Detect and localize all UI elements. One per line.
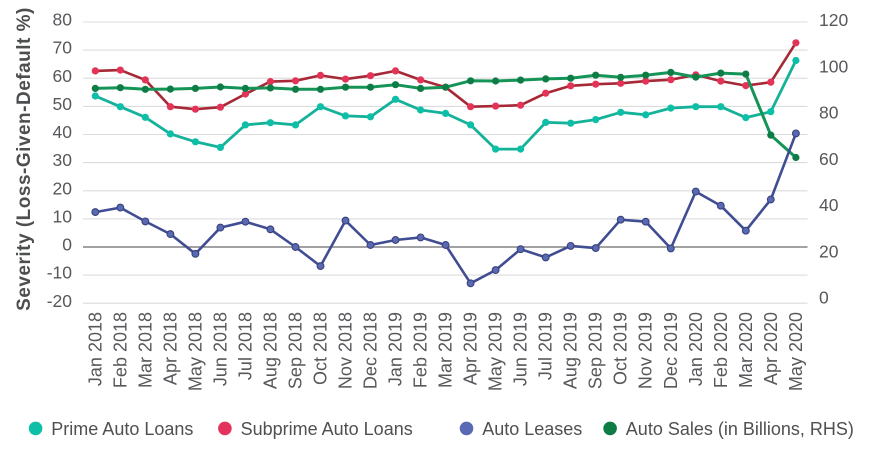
svg-text:Prime Auto Loans: Prime Auto Loans bbox=[51, 419, 193, 439]
svg-text:20: 20 bbox=[819, 241, 839, 261]
svg-text:Dec 2019: Dec 2019 bbox=[661, 312, 681, 389]
svg-text:30: 30 bbox=[53, 150, 73, 170]
svg-text:Dec 2018: Dec 2018 bbox=[361, 312, 381, 389]
svg-text:0: 0 bbox=[62, 235, 72, 255]
svg-text:Jan 2020: Jan 2020 bbox=[686, 312, 706, 386]
svg-text:Oct 2019: Oct 2019 bbox=[611, 312, 631, 385]
svg-text:100: 100 bbox=[819, 56, 848, 76]
svg-text:50: 50 bbox=[53, 94, 73, 114]
svg-text:Feb 2018: Feb 2018 bbox=[110, 312, 130, 388]
svg-text:60: 60 bbox=[819, 149, 839, 169]
svg-text:80: 80 bbox=[819, 103, 839, 123]
svg-text:80: 80 bbox=[53, 10, 73, 30]
svg-text:Apr 2018: Apr 2018 bbox=[160, 312, 180, 385]
svg-text:May 2020: May 2020 bbox=[786, 312, 806, 391]
svg-text:Sep 2019: Sep 2019 bbox=[586, 312, 606, 389]
svg-text:-10: -10 bbox=[47, 263, 73, 283]
svg-text:Feb 2020: Feb 2020 bbox=[711, 312, 731, 388]
svg-text:Oct 2018: Oct 2018 bbox=[311, 312, 331, 385]
svg-text:Apr 2019: Apr 2019 bbox=[461, 312, 481, 385]
svg-text:Jul 2018: Jul 2018 bbox=[235, 312, 255, 380]
svg-text:0: 0 bbox=[819, 288, 829, 308]
svg-text:Mar 2019: Mar 2019 bbox=[436, 312, 456, 388]
svg-text:Apr 2020: Apr 2020 bbox=[761, 312, 781, 385]
svg-text:Jun 2018: Jun 2018 bbox=[210, 312, 230, 386]
svg-text:Nov 2019: Nov 2019 bbox=[636, 312, 656, 389]
svg-text:Mar 2018: Mar 2018 bbox=[135, 312, 155, 388]
svg-text:May 2018: May 2018 bbox=[185, 312, 205, 391]
svg-text:Jun 2019: Jun 2019 bbox=[511, 312, 531, 386]
svg-text:70: 70 bbox=[53, 38, 73, 58]
svg-text:20: 20 bbox=[53, 178, 73, 198]
svg-text:10: 10 bbox=[53, 207, 73, 227]
svg-text:120: 120 bbox=[819, 10, 848, 30]
svg-text:40: 40 bbox=[819, 195, 839, 215]
svg-text:Sep 2018: Sep 2018 bbox=[286, 312, 306, 389]
svg-text:Feb 2019: Feb 2019 bbox=[411, 312, 431, 388]
svg-text:Aug 2018: Aug 2018 bbox=[260, 312, 280, 389]
svg-text:Auto Sales (in Billions, RHS): Auto Sales (in Billions, RHS) bbox=[626, 419, 854, 439]
svg-text:-20: -20 bbox=[47, 291, 73, 311]
svg-text:Jul 2019: Jul 2019 bbox=[536, 312, 556, 380]
svg-text:Subprime Auto Loans: Subprime Auto Loans bbox=[241, 419, 413, 439]
svg-text:Aug 2019: Aug 2019 bbox=[561, 312, 581, 389]
svg-text:Jan 2019: Jan 2019 bbox=[386, 312, 406, 386]
svg-text:May 2019: May 2019 bbox=[486, 312, 506, 391]
svg-text:40: 40 bbox=[53, 122, 73, 142]
svg-text:Mar 2020: Mar 2020 bbox=[736, 312, 756, 388]
svg-text:Auto Leases: Auto Leases bbox=[482, 419, 582, 439]
svg-text:Nov 2018: Nov 2018 bbox=[336, 312, 356, 389]
svg-text:60: 60 bbox=[53, 66, 73, 86]
svg-text:Jan 2018: Jan 2018 bbox=[85, 312, 105, 386]
svg-text:Severity (Loss-Given-Default %: Severity (Loss-Given-Default %) bbox=[14, 7, 35, 311]
